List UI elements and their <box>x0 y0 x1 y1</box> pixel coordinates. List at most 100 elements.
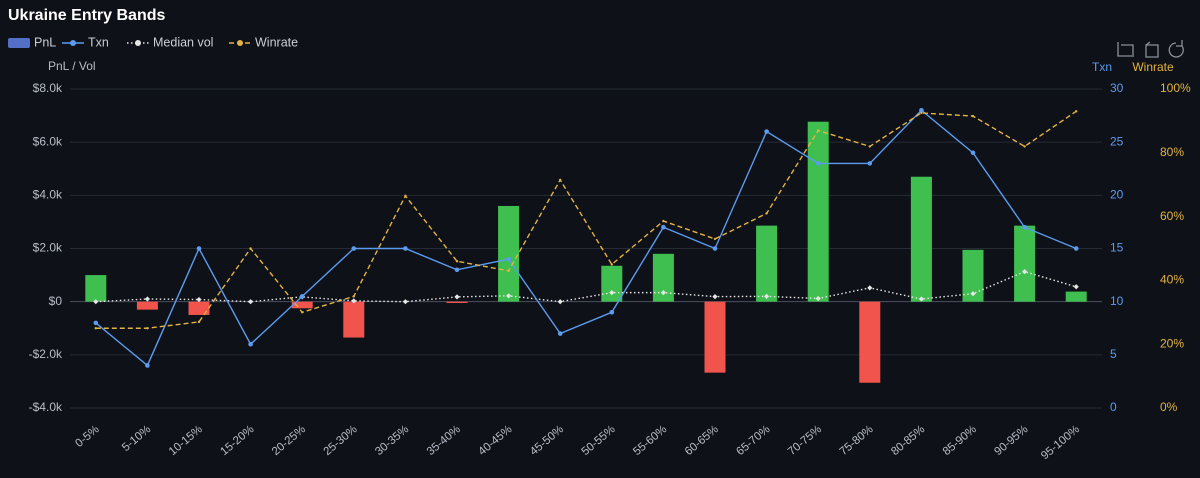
point <box>146 327 149 330</box>
y3-axis-title: Winrate <box>1132 60 1174 74</box>
point <box>919 107 924 113</box>
y2-axis-title: Txn <box>1092 60 1112 74</box>
x-tick-label: 20-25% <box>270 423 308 458</box>
x-tick-label: 50-55% <box>580 423 618 458</box>
point <box>196 296 202 303</box>
point <box>765 212 768 215</box>
point <box>661 224 666 230</box>
legend-swatch <box>8 38 30 48</box>
point <box>93 299 99 305</box>
point <box>249 247 252 250</box>
y-tick-label: $0 <box>49 294 63 308</box>
point <box>94 327 98 330</box>
bar <box>756 225 778 302</box>
point <box>403 246 408 251</box>
point <box>610 263 613 266</box>
legend-label: Winrate <box>255 35 298 49</box>
legend-item: PnL <box>8 35 56 49</box>
legend-marker <box>70 40 76 46</box>
restore-icon[interactable] <box>1168 40 1184 58</box>
bar <box>85 275 107 302</box>
x-tick-label: 95-100% <box>1039 423 1082 462</box>
bar <box>291 301 313 309</box>
point <box>506 293 512 299</box>
bar <box>704 301 726 373</box>
point <box>352 295 355 298</box>
point <box>145 363 150 368</box>
point <box>248 299 254 305</box>
x-tick-label: 10-15% <box>167 423 205 458</box>
legend-marker <box>135 40 141 46</box>
x-tick-label: 90-95% <box>992 423 1030 458</box>
point <box>248 341 253 347</box>
toolbox[interactable] <box>1117 40 1184 58</box>
point <box>507 269 510 273</box>
bar <box>498 205 520 302</box>
x-tick-label: 35-40% <box>425 423 463 458</box>
x-tick-label: 0-5% <box>73 423 101 449</box>
bar <box>962 249 984 302</box>
legend-item: Txn <box>62 35 109 49</box>
point <box>713 237 717 241</box>
point <box>557 299 563 305</box>
point <box>197 320 201 324</box>
legend-label: PnL <box>34 35 56 49</box>
y3-tick-label: 60% <box>1160 209 1184 223</box>
point <box>557 331 563 336</box>
y-tick-label: $4.0k <box>33 188 63 202</box>
zoom-icon[interactable] <box>1117 42 1134 57</box>
y2-tick-label: 30 <box>1110 81 1124 95</box>
point <box>506 256 511 262</box>
point <box>868 145 871 148</box>
point <box>970 291 976 297</box>
bar <box>652 253 674 302</box>
y-tick-label: -$2.0k <box>29 347 63 361</box>
bar <box>859 301 881 383</box>
point <box>454 294 460 300</box>
point <box>559 178 562 182</box>
point <box>815 161 821 166</box>
bar <box>910 176 932 302</box>
bar <box>807 121 829 302</box>
legend-marker <box>237 40 243 46</box>
point <box>299 294 305 299</box>
x-tick-label: 80-85% <box>889 423 927 458</box>
legend-item: Winrate <box>229 35 298 49</box>
bar <box>136 301 158 310</box>
y3-tick-label: 100% <box>1160 81 1191 95</box>
point <box>455 260 459 263</box>
y2-tick-label: 10 <box>1110 294 1124 308</box>
bar <box>188 301 210 315</box>
y3-tick-label: 0% <box>1160 400 1178 414</box>
point <box>454 267 460 273</box>
y3-tick-label: 20% <box>1160 336 1184 350</box>
y2-tick-label: 5 <box>1110 347 1117 361</box>
point <box>196 246 202 251</box>
point <box>971 114 975 118</box>
point <box>662 219 665 223</box>
point <box>712 294 718 300</box>
y-axis-title: PnL / Vol <box>48 59 96 73</box>
point <box>712 246 718 251</box>
y-tick-label: $8.0k <box>33 81 63 95</box>
line <box>95 270 1077 303</box>
point <box>404 194 407 198</box>
y-tick-label: -$4.0k <box>29 400 63 414</box>
point <box>144 296 150 302</box>
x-tick-label: 45-50% <box>528 423 566 458</box>
point <box>1075 110 1078 113</box>
point <box>867 285 873 291</box>
bar <box>343 301 365 338</box>
legend-label: Txn <box>88 35 109 49</box>
point <box>867 161 873 166</box>
point <box>1022 269 1028 275</box>
line <box>95 110 1077 329</box>
bar <box>446 301 468 303</box>
point <box>918 296 924 302</box>
point <box>970 150 976 156</box>
point <box>301 311 304 314</box>
back-icon[interactable] <box>1145 41 1159 58</box>
x-tick-label: 75-80% <box>838 423 876 458</box>
x-tick-label: 5-10% <box>120 423 153 454</box>
